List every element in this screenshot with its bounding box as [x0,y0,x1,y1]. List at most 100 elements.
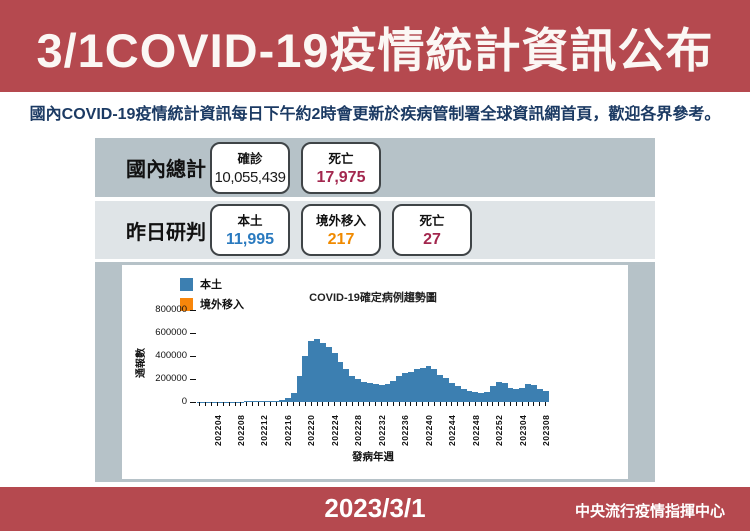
chart-bar [320,342,326,402]
x-tick [338,402,344,406]
x-tick-label: 202248 [470,414,481,446]
chart-bar [460,389,467,402]
x-ticks-row [197,402,549,406]
x-tick-label: 202244 [447,414,458,446]
chart-bar [302,356,309,402]
x-tick [343,402,349,406]
x-tick [238,402,244,406]
x-tick-label: 202220 [306,414,317,446]
x-tick [232,402,238,406]
chart-bar [267,401,274,402]
x-tick [273,402,279,406]
x-tick [314,402,320,406]
x-tick-label: 202212 [259,414,270,446]
x-tick-labels: 202204 202208 202212 202216 202220 202224 2022… [197,409,552,449]
x-tick [332,402,338,406]
x-tick [320,402,326,406]
x-tick-label: 202240 [423,414,434,446]
chart-bar [261,401,268,402]
chart-bar [478,392,485,402]
x-tick-label: 202216 [282,414,293,446]
x-tick [291,402,297,406]
x-tick [467,402,473,406]
confirmed-total-box: 確診 10,055,439 [210,141,290,194]
chart-bar [390,380,397,402]
x-tick [449,402,455,406]
chart-bar [542,391,549,402]
chart-bar [366,383,373,402]
y-tick-mark [190,378,196,380]
chart-bar [501,382,508,402]
x-tick [390,402,396,406]
deaths-yesterday-box: 死亡 27 [392,204,472,256]
x-tick [472,402,478,406]
imported-cases-label: 境外移入 [315,214,366,228]
y-tick-label: 600000 [155,327,187,338]
x-tick [285,402,291,406]
chart-bar [290,392,297,402]
trend-chart: 本土 境外移入 COVID-19確定病例趨勢圖 通報數 202204 202208… [122,265,628,479]
x-tick [420,402,426,406]
x-tick [355,402,361,406]
chart-bar [378,384,385,402]
chart-panel: 本土 境外移入 COVID-19確定病例趨勢圖 通報數 202204 202208… [95,262,655,482]
stats-panel: 國內總計 確診 10,055,439 死亡 17,975 昨日研判 本土 11,… [95,138,655,259]
x-tick [261,402,267,406]
imported-series-swatch [180,297,193,311]
x-tick [537,402,543,406]
x-tick [226,402,232,406]
chart-bar [384,383,391,402]
update-notice-text: 國內COVID-19疫情統計資訊每日下午約2時會更新於疾病管制署全球資訊網首頁，… [29,106,721,123]
chart-bar [437,375,444,402]
chart-bar [530,384,537,402]
x-tick [203,402,209,406]
chart-bar [232,401,239,402]
x-tick [525,402,531,406]
x-tick [279,402,285,406]
domestic-total-boxes: 確診 10,055,439 死亡 17,975 [210,141,381,194]
chart-bar [355,379,362,402]
x-tick [414,402,420,406]
footer-date: 2023/3/1 [324,493,426,523]
chart-bar [331,352,338,402]
y-tick-label: 800000 [155,304,187,315]
x-tick [250,402,256,406]
y-tick-mark [190,355,196,357]
deaths-yesterday-value: 27 [423,231,441,248]
chart-bar [513,388,520,402]
chart-bar [214,401,221,402]
chart-bar [243,401,250,402]
confirmed-value: 10,055,439 [214,168,286,186]
x-tick [302,402,308,406]
chart-bar [472,392,479,402]
domestic-total-label: 國內總計 [126,159,206,181]
legend-item-imported: 境外移入 [180,296,244,312]
x-tick-label: 202236 [400,414,411,446]
x-tick-label: 202232 [376,414,387,446]
imported-cases-value: 217 [327,231,355,248]
x-tick [437,402,443,406]
chart-bar [337,361,344,402]
x-tick [519,402,525,406]
confirmed-label: 確診 [237,151,263,166]
deaths-total-box: 死亡 17,975 [301,141,381,194]
header-band: 3/1COVID-19疫情統計資訊公布 [0,0,750,92]
chart-bar [525,383,531,402]
x-tick [385,402,391,406]
x-tick [402,402,408,406]
imported-cases-box: 境外移入 217 [301,204,381,256]
deaths-yesterday-label: 死亡 [419,214,445,228]
y-tick-mark [190,401,196,403]
chart-bar [536,389,543,402]
x-tick [256,402,262,406]
deaths-total-label: 死亡 [328,151,354,166]
chart-bar [425,366,432,402]
chart-bar [208,401,215,402]
x-tick-label: 202228 [353,414,364,446]
x-tick [408,402,414,406]
chart-bar [197,401,203,402]
y-tick-label: 200000 [155,373,187,384]
chart-bar [484,392,490,402]
y-tick-label: 0 [181,396,187,407]
local-cases-value: 11,995 [225,231,275,248]
